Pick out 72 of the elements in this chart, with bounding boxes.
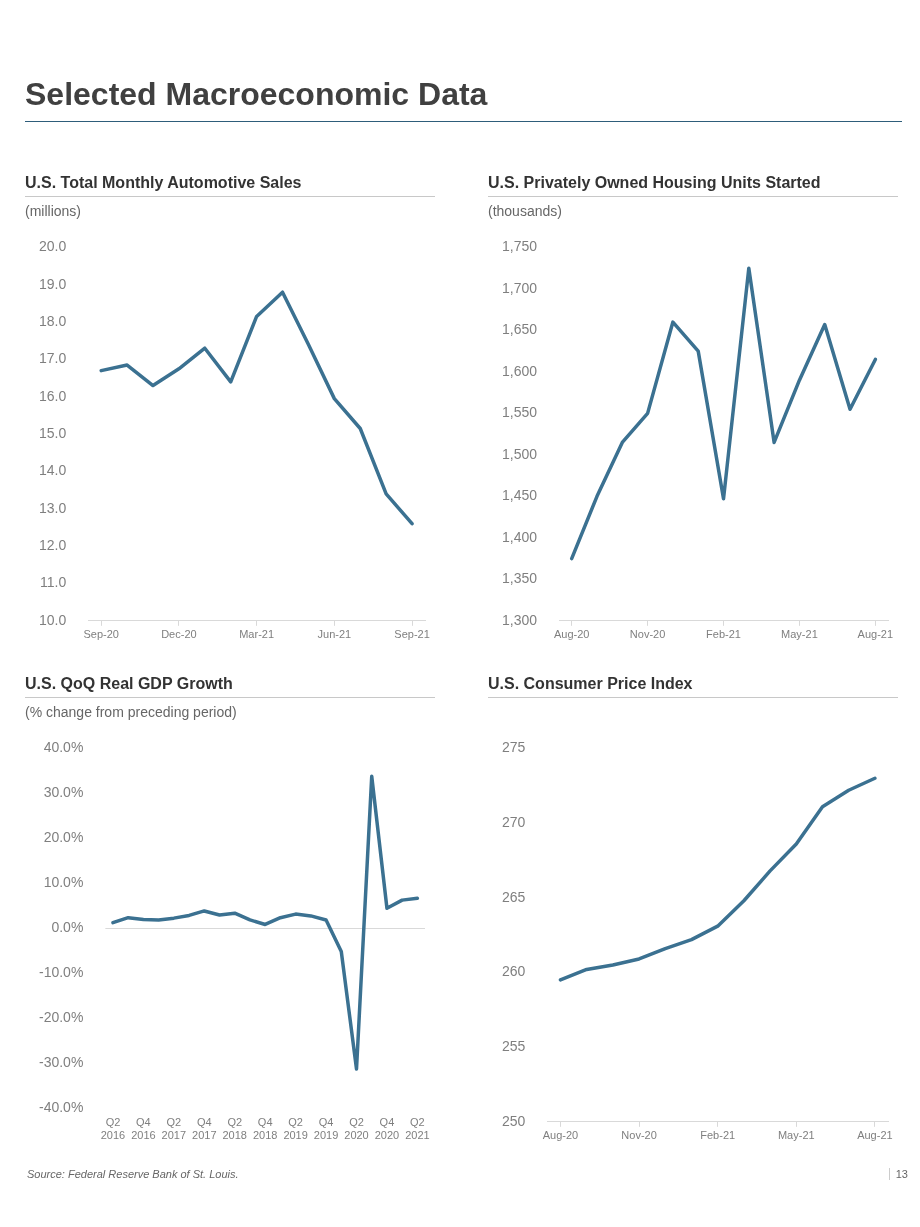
x-tick-label: May-21 <box>781 628 818 641</box>
y-tick-label: 20.0% <box>43 829 84 846</box>
x-tick-label: Nov-20 <box>629 628 666 641</box>
y-tick-label: 1,650 <box>501 321 538 338</box>
y-tick-label: 11.0 <box>40 574 67 591</box>
y-tick-label: -40.0% <box>39 1099 84 1116</box>
x-tick-label: Q4 2020 <box>374 1116 400 1142</box>
y-tick-label: 255 <box>502 1037 526 1054</box>
y-tick-label: 1,300 <box>501 611 538 628</box>
chart-title: U.S. Consumer Price Index <box>488 675 898 698</box>
x-tick-label: Aug-21 <box>857 628 894 641</box>
x-tick-label: Q2 2017 <box>161 1116 187 1142</box>
x-tick-label: Q4 2019 <box>313 1116 339 1142</box>
y-tick-label: 260 <box>502 963 526 980</box>
x-tick-label: Q4 2018 <box>252 1116 278 1142</box>
x-tick-label: Mar-21 <box>239 628 275 641</box>
y-tick-label: 14.0 <box>39 462 67 479</box>
y-tick-label: 16.0 <box>39 387 67 404</box>
y-tick-label: 10.0 <box>39 611 67 628</box>
x-tick-label: Q2 2020 <box>344 1116 369 1142</box>
chart-title: U.S. Privately Owned Housing Units Started <box>488 174 898 197</box>
y-tick-label: 1,450 <box>501 487 538 504</box>
y-tick-label: 40.0% <box>43 739 84 756</box>
y-tick-label: 265 <box>502 888 526 905</box>
y-tick-label: 1,600 <box>501 362 538 379</box>
y-tick-label: 270 <box>502 813 526 830</box>
y-tick-label: 0.0% <box>51 919 84 936</box>
y-tick-label: -20.0% <box>39 1009 84 1026</box>
y-tick-label: 30.0% <box>43 784 84 801</box>
y-tick-label: 20.0 <box>39 238 67 255</box>
y-tick-label: 1,350 <box>501 570 538 587</box>
y-tick-label: 13.0 <box>39 499 67 516</box>
x-tick-label: May-21 <box>777 1129 815 1142</box>
y-tick-label: 275 <box>502 739 526 756</box>
x-tick-label: Aug-20 <box>542 1129 579 1142</box>
y-tick-label: 17.0 <box>39 350 67 367</box>
text: Selected Macroeconomic Data <box>25 76 489 113</box>
y-tick-label: 18.0 <box>39 312 67 329</box>
y-tick-label: -30.0% <box>39 1054 84 1071</box>
x-tick-label: Feb-21 <box>700 1129 736 1142</box>
x-tick-label: Sep-21 <box>394 628 430 641</box>
y-tick-label: 19.0 <box>39 275 67 292</box>
x-tick-label: Dec-20 <box>161 628 197 641</box>
x-tick-label: Aug-21 <box>857 1129 893 1142</box>
x-tick-label: Aug-20 <box>553 628 590 641</box>
chart-subtitle: (millions) <box>25 203 82 221</box>
chart-title: U.S. Total Monthly Automotive Sales <box>25 174 435 197</box>
y-tick-label: 1,750 <box>501 238 538 255</box>
x-tick-label: Q4 2017 <box>192 1116 217 1142</box>
y-tick-label: 1,500 <box>501 445 538 462</box>
x-tick-label: Q2 2019 <box>283 1116 308 1142</box>
chart-subtitle: (% change from preceding period) <box>25 704 238 722</box>
y-tick-label: 12.0 <box>39 536 67 553</box>
y-tick-label: 1,400 <box>501 528 538 545</box>
x-tick-label: Q2 2018 <box>222 1116 247 1142</box>
y-tick-label: 1,700 <box>501 279 538 296</box>
x-tick-label: Sep-20 <box>83 628 119 641</box>
y-tick-label: 15.0 <box>39 424 67 441</box>
y-tick-label: -10.0% <box>39 964 84 981</box>
chart-subtitle: (thousands) <box>488 203 563 221</box>
y-tick-label: 1,550 <box>501 404 538 421</box>
x-tick-label: Jun-21 <box>317 628 352 641</box>
x-tick-label: Nov-20 <box>621 1129 657 1142</box>
x-tick-label: Feb-21 <box>706 628 741 641</box>
y-tick-label: 10.0% <box>43 874 84 891</box>
source-note: Source: Federal Reserve Bank of St. Louis. <box>27 1168 239 1180</box>
y-tick-label: 250 <box>502 1112 526 1129</box>
x-tick-label: Q2 2021 <box>405 1116 430 1142</box>
chart-title: U.S. QoQ Real GDP Growth <box>25 675 435 698</box>
x-tick-label: Q2 2016 <box>100 1116 126 1142</box>
x-tick-label: Q4 2016 <box>131 1116 156 1142</box>
text: 13 <box>895 1168 908 1180</box>
